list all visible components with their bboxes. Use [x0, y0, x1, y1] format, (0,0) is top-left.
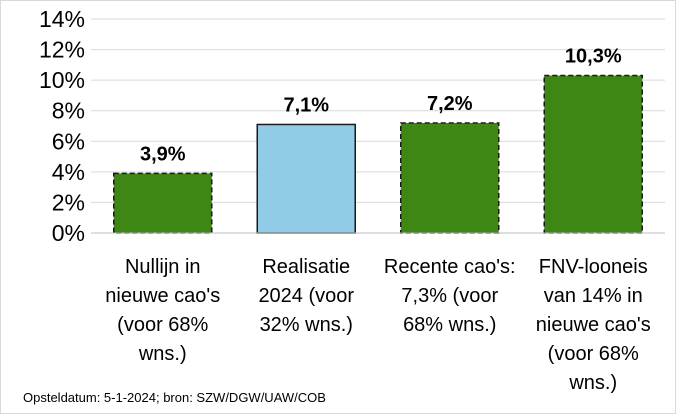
source-note: Opsteldatum: 5-1-2024; bron: SZW/DGW/UAW… [23, 390, 326, 405]
category-label: van 14% in [544, 285, 643, 307]
bar [113, 172, 213, 234]
bar [256, 123, 356, 234]
category-label: FNV-looneis [539, 256, 648, 278]
bar [543, 74, 643, 234]
y-tick-label: 14% [39, 6, 85, 32]
category-label: nieuwe cao's [105, 285, 220, 307]
data-label: 3,9% [140, 143, 186, 165]
y-tick-label: 8% [52, 98, 85, 124]
data-label: 10,3% [565, 46, 622, 68]
y-tick-label: 4% [52, 159, 85, 185]
category-label: 32% wns.) [260, 314, 353, 336]
category-label: wns.) [568, 372, 617, 394]
category-label: (voor 68% [548, 343, 639, 365]
bar [400, 122, 500, 234]
category-label: wns.) [138, 343, 187, 365]
data-label: 7,2% [427, 93, 473, 115]
y-axis-tick-labels: 0% 2% 4% 6% 8% 10% 12% 14% [39, 6, 85, 246]
bars [113, 74, 643, 234]
data-labels: 3,9% 7,1% 7,2% 10,3% [140, 46, 622, 166]
category-label: 2024 (voor [258, 285, 354, 307]
y-tick-label: 0% [52, 220, 85, 246]
category-label: Nullijn in [125, 256, 201, 278]
gridlines [91, 18, 665, 203]
data-label: 7,1% [283, 94, 329, 116]
category-label: Recente cao's: [384, 256, 516, 278]
category-label: nieuwe cao's [536, 314, 651, 336]
category-label: 7,3% (voor [401, 285, 498, 307]
category-label: 68% wns.) [403, 314, 496, 336]
category-label: Realisatie [262, 256, 350, 278]
y-tick-label: 2% [52, 189, 85, 215]
y-tick-label: 12% [39, 37, 85, 63]
category-labels: Nullijn in nieuwe cao's (voor 68% wns.) Real… [105, 256, 651, 394]
y-tick-label: 6% [52, 128, 85, 154]
category-label: (voor 68% [117, 314, 208, 336]
y-tick-label: 10% [39, 67, 85, 93]
